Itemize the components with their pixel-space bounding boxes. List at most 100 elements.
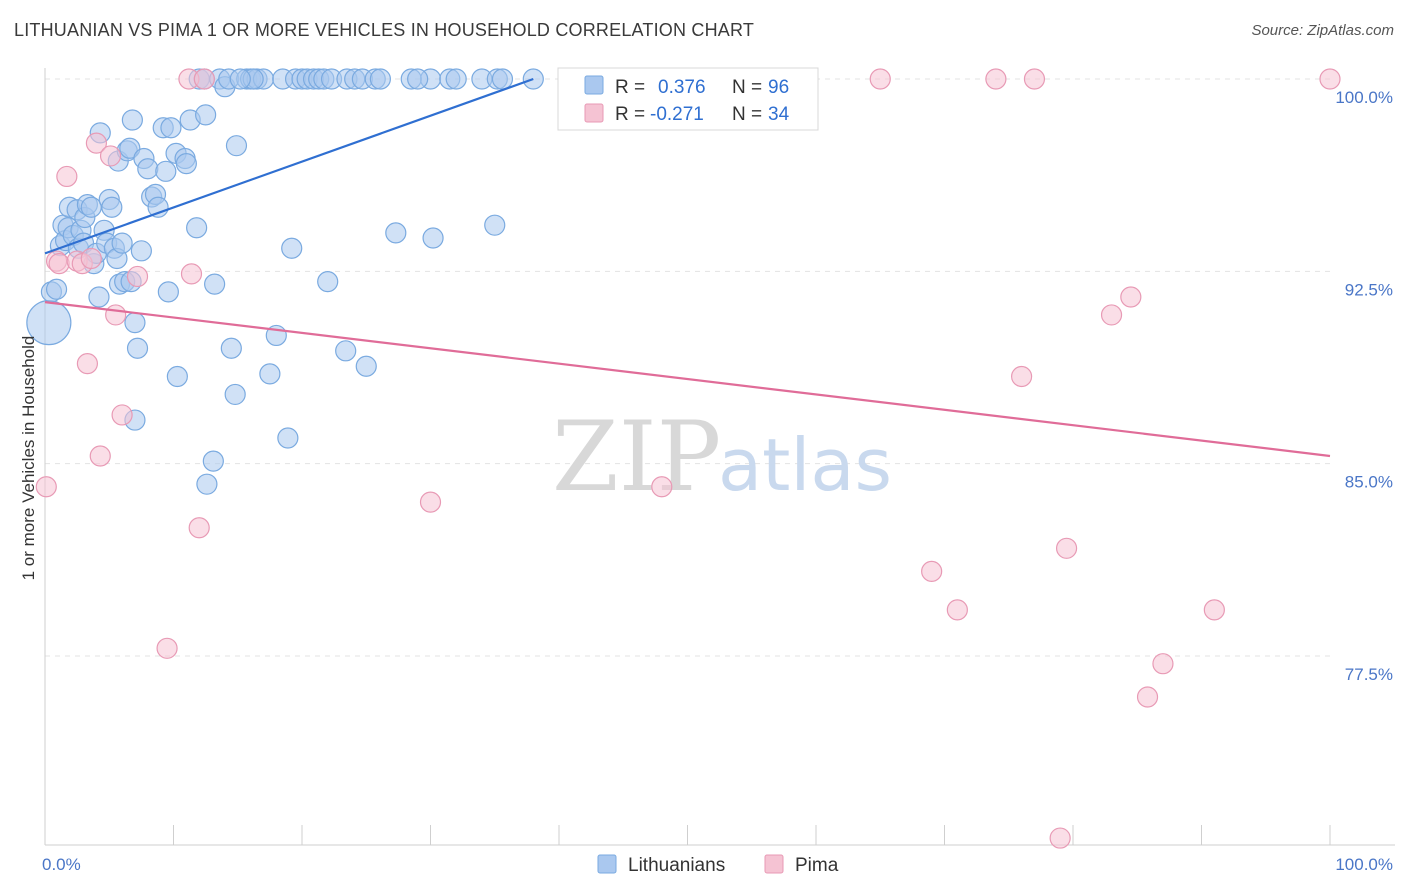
- legend-r-label-2: R =: [615, 104, 645, 125]
- pima-point-13: [126, 265, 149, 288]
- watermark-zip: ZIP: [552, 401, 721, 513]
- lithuanian-point-34: [126, 337, 149, 359]
- lithuanian-point-32: [121, 109, 143, 131]
- pima-point-2: [48, 253, 70, 275]
- pima-point-11: [105, 304, 127, 326]
- lithuanian-point-82: [281, 237, 303, 259]
- lithuanian-point-18: [88, 286, 110, 308]
- lithuanian-point-52: [186, 217, 208, 239]
- pima-point-17: [188, 517, 210, 539]
- lithuanian-point-96: [407, 68, 429, 90]
- legend-r-label-1: R =: [615, 77, 645, 98]
- pima-point-27: [1049, 827, 1071, 849]
- legend-n-value-2: 34: [768, 104, 790, 125]
- pima-point-22: [921, 560, 943, 582]
- y-tick-label-2: 85.0%: [1345, 473, 1393, 492]
- lithuanian-point-44: [155, 160, 177, 182]
- lithuanian-point-39: [137, 158, 159, 180]
- pima-point-6: [76, 353, 99, 375]
- lithuanian-point-42: [147, 196, 169, 218]
- pima-point-16: [180, 263, 203, 285]
- pima-point-26: [1023, 68, 1046, 90]
- data-points: [26, 68, 1341, 849]
- pima-point-10: [99, 145, 122, 167]
- pima-point-28: [1055, 537, 1078, 559]
- chart-source: Source: ZipAtlas.com: [1251, 22, 1394, 39]
- pima-point-33: [1203, 599, 1225, 621]
- y-tick-labels: 100.0% 92.5% 85.0% 77.5%: [1335, 88, 1393, 684]
- lithuanian-point-56: [196, 473, 218, 495]
- y-tick-label-1: 92.5%: [1345, 280, 1393, 299]
- lithuanian-point-101: [484, 214, 506, 236]
- lithuanian-point-15: [80, 196, 102, 218]
- series-legend-lithuanians: Lithuanians: [628, 855, 725, 876]
- x-tick-label-0: 0.0%: [42, 855, 81, 874]
- legend-swatch-pima: [584, 103, 604, 123]
- pima-point-0: [35, 476, 57, 498]
- lithuanian-point-97: [422, 227, 444, 249]
- pima-point-3: [56, 165, 78, 188]
- lithuanian-point-27: [111, 232, 133, 254]
- stats-legend: R = 0.376 N = 96 R = -0.271 N = 34: [557, 67, 819, 131]
- series-legend-swatch-lithuanians: [597, 854, 617, 874]
- pima-point-12: [111, 404, 133, 426]
- pima-point-29: [1100, 304, 1123, 326]
- pima-point-9: [89, 445, 111, 467]
- pima-point-18: [193, 68, 215, 90]
- pima-point-32: [1152, 653, 1174, 675]
- pima-point-8: [85, 132, 108, 154]
- pima-trend-line: [44, 301, 1331, 458]
- y-tick-label-3: 77.5%: [1345, 665, 1393, 684]
- pima-point-31: [1136, 686, 1159, 708]
- series-legend-pima: Pima: [795, 855, 839, 876]
- lithuanian-point-55: [195, 104, 217, 126]
- trend-lines: [44, 77, 1331, 458]
- pima-point-19: [419, 491, 442, 513]
- y-axis-label: 1 or more Vehicles in Household: [19, 336, 38, 581]
- pima-point-30: [1120, 286, 1142, 308]
- pima-point-7: [80, 247, 102, 270]
- lithuanian-point-88: [317, 270, 339, 293]
- watermark-atlas: atlas: [718, 423, 892, 507]
- pima-point-25: [1010, 365, 1033, 388]
- x-tick-labels: 0.0% 100.0%: [42, 855, 1393, 874]
- legend-r-value-2: -0.271: [650, 104, 704, 125]
- lithuanian-point-93: [445, 68, 467, 90]
- lithuanian-point-73: [229, 68, 251, 90]
- lithuanian-point-23: [101, 196, 123, 218]
- lithuanian-point-87: [369, 68, 391, 90]
- series-legend-swatch-pima: [764, 854, 784, 874]
- x-tick-label-1: 100.0%: [1335, 855, 1393, 874]
- lithuanian-point-37: [130, 240, 152, 262]
- pima-point-21: [869, 68, 891, 90]
- axes: [44, 68, 1395, 846]
- watermark: ZIP atlas: [552, 401, 892, 513]
- legend-swatch-lithuanians: [584, 75, 604, 95]
- pima-point-14: [156, 637, 178, 659]
- legend-n-label-2: N =: [732, 104, 762, 125]
- lithuanian-point-48: [166, 365, 188, 388]
- lithuanian-point-66: [224, 383, 246, 406]
- lithuanian-point-33: [124, 312, 146, 334]
- pima-point-20: [651, 476, 673, 498]
- pima-point-23: [946, 599, 968, 621]
- grid-lines: [45, 78, 1330, 657]
- legend-r-value-1: 0.376: [658, 77, 706, 98]
- series-legend: Lithuanians Pima: [597, 854, 839, 876]
- y-tick-label-0: 100.0%: [1335, 88, 1393, 107]
- pima-point-24: [985, 68, 1007, 90]
- pima-point-34: [1319, 68, 1341, 90]
- lithuanian-point-69: [259, 363, 281, 385]
- lithuanian-point-57: [202, 450, 224, 472]
- lithuanian-point-62: [225, 135, 248, 157]
- lithuanian-point-89: [335, 340, 357, 362]
- lithuanian-trend-line: [44, 77, 534, 255]
- lithuanian-point-46: [160, 117, 182, 139]
- lithuanian-point-90: [355, 355, 377, 377]
- lithuanian-point-50: [175, 153, 197, 175]
- lithuanian-point-45: [157, 281, 179, 303]
- lithuanian-point-95: [385, 222, 407, 244]
- lithuanian-point-100: [491, 68, 514, 90]
- lithuanian-point-65: [220, 337, 242, 359]
